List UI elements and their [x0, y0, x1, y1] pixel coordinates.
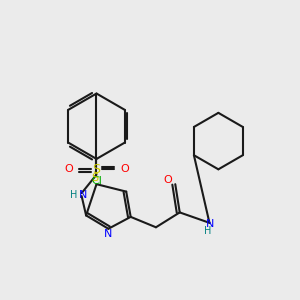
Text: S: S [92, 173, 99, 183]
Text: H: H [70, 190, 77, 200]
Text: O: O [120, 164, 129, 174]
Text: N: N [79, 190, 87, 200]
Text: S: S [92, 163, 101, 176]
Text: O: O [164, 175, 172, 185]
Text: N: N [206, 219, 214, 229]
Text: Cl: Cl [91, 176, 102, 186]
Text: H: H [204, 226, 211, 236]
Text: O: O [64, 164, 73, 174]
Text: N: N [104, 229, 112, 239]
